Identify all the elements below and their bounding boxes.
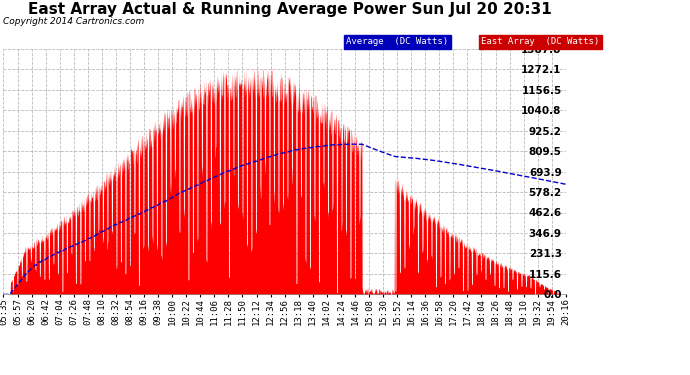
- Text: East Array Actual & Running Average Power Sun Jul 20 20:31: East Array Actual & Running Average Powe…: [28, 2, 552, 17]
- Text: East Array  (DC Watts): East Array (DC Watts): [481, 38, 600, 46]
- Text: Copyright 2014 Cartronics.com: Copyright 2014 Cartronics.com: [3, 17, 145, 26]
- Text: Average  (DC Watts): Average (DC Watts): [346, 38, 448, 46]
